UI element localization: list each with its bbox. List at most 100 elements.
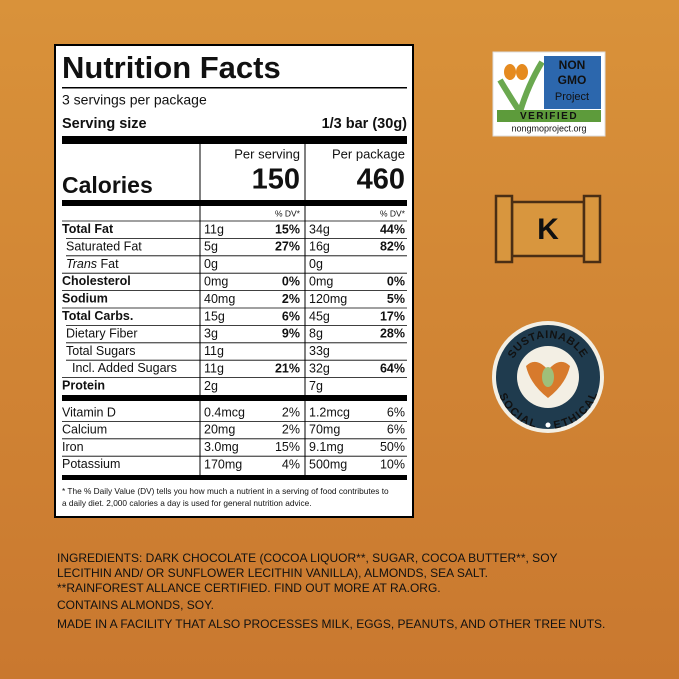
rule [62, 87, 407, 89]
nutrient-name-text: Total Fat [62, 222, 114, 236]
serving-amount: 11g [204, 222, 224, 236]
nutrient-name: Sodium [62, 292, 108, 306]
serving-dv: 2% [282, 423, 300, 437]
nutrient-name: Total Carbs. [62, 309, 133, 323]
package-amount: 7g [309, 379, 323, 393]
serving-dv: 15% [275, 440, 300, 454]
package-dv: 0% [387, 274, 405, 288]
serving-dv: 0% [282, 274, 300, 288]
nutrient-name-text: Dietary Fiber [66, 327, 138, 341]
serving-amount: 11g [204, 361, 224, 375]
serving-dv: 21% [275, 361, 300, 375]
nutrient-name-text: Saturated Fat [66, 240, 142, 254]
rule [62, 395, 407, 401]
package-dv: 64% [380, 361, 405, 375]
package-dv: 44% [380, 222, 405, 236]
package-amount: 0g [309, 257, 323, 271]
nutrient-name: Trans Fat [66, 257, 119, 271]
nutrient-name-text: Total Carbs. [62, 309, 133, 323]
package-dv: 82% [380, 240, 405, 254]
package-amount: 33g [309, 344, 330, 358]
title: Nutrition Facts [62, 50, 281, 85]
package-amount: 34g [309, 222, 330, 236]
rule [62, 475, 407, 480]
footnote: a daily diet. 2,000 calories a day is us… [62, 498, 312, 508]
serving-amount: 40mg [204, 292, 235, 306]
column-header: Per package [332, 146, 405, 161]
dv-header: % DV* [380, 208, 406, 218]
nutrient-name: Saturated Fat [66, 240, 142, 254]
serving-dv: 27% [275, 240, 300, 254]
nutrient-name: Total Sugars [66, 344, 135, 358]
serving-dv: 15% [275, 222, 300, 236]
package-amount: 500mg [309, 457, 347, 471]
package-amount: 1.2mcg [309, 405, 350, 419]
nutrient-name: Iron [62, 440, 84, 454]
nutrient-name-text: Total Sugars [66, 344, 135, 358]
column-header: Per serving [234, 146, 300, 161]
serving-amount: 3.0mg [204, 440, 239, 454]
badge-text: VERIFIED [520, 111, 578, 122]
serving-dv: 2% [282, 292, 300, 306]
package-dv: 28% [380, 327, 405, 341]
kosher-badge [494, 194, 602, 264]
footnote: * The % Daily Value (DV) tells you how m… [62, 486, 389, 496]
rule [62, 200, 407, 206]
package-dv: 6% [387, 423, 405, 437]
badge-text: Project [555, 91, 589, 103]
label-box [54, 44, 414, 518]
kosher-k: K [537, 213, 559, 246]
serving-dv: 2% [282, 405, 300, 419]
serving-amount: 11g [204, 344, 224, 358]
nutrient-name-text: Protein [62, 379, 105, 393]
nutrient-name: Dietary Fiber [66, 327, 138, 341]
nutrient-name: Incl. Added Sugars [72, 361, 177, 375]
nutrient-name-text: Cholesterol [62, 274, 131, 288]
nutrient-name: Vitamin D [62, 405, 116, 419]
package-amount: 8g [309, 327, 323, 341]
package-amount: 45g [309, 309, 330, 323]
package-dv: 6% [387, 405, 405, 419]
package-amount: 70mg [309, 423, 340, 437]
serving-dv: 9% [282, 327, 300, 341]
serving-amount: 0g [204, 257, 218, 271]
package-amount: 16g [309, 240, 330, 254]
package-dv: 17% [380, 309, 405, 323]
package-dv: 50% [380, 440, 405, 454]
badge-text: NON [559, 58, 586, 72]
nutrient-name-text: Sodium [62, 292, 108, 306]
nutrient-name-text: Iron [62, 440, 84, 454]
serving-amount: 5g [204, 240, 218, 254]
nutrient-name: Total Fat [62, 222, 114, 236]
serving-amount: 3g [204, 327, 218, 341]
nutrient-name-text: Calcium [62, 423, 107, 437]
ingredients-line: CONTAINS ALMONDS, SOY. [57, 598, 214, 612]
serving-amount: 20mg [204, 423, 235, 437]
package-amount: 0mg [309, 274, 333, 288]
serving-amount: 0.4mcg [204, 405, 245, 419]
serving-size-label: Serving size [62, 116, 147, 132]
ingredients-line: INGREDIENTS: DARK CHOCOLATE (COCOA LIQUO… [57, 551, 558, 565]
package-amount: 9.1mg [309, 440, 344, 454]
package-amount: 32g [309, 361, 330, 375]
nutrient-name: Calcium [62, 423, 107, 437]
serving-amount: 0mg [204, 274, 228, 288]
nutrient-name-text: Potassium [62, 457, 120, 471]
ingredients-line: **RAINFOREST ALLANCE CERTIFIED. FIND OUT… [57, 581, 441, 595]
servings: 3 servings per package [62, 92, 207, 108]
badge-text: GMO [558, 73, 587, 87]
serving-amount: 2g [204, 379, 218, 393]
serving-amount: 170mg [204, 457, 242, 471]
package-dv: 5% [387, 292, 405, 306]
nutrient-name-text: Fat [101, 257, 120, 271]
ingredients-line: LECITHIN AND/ OR SUNFLOWER LECITHIN VANI… [57, 566, 488, 580]
calories-value: 150 [252, 164, 300, 196]
serving-amount: 15g [204, 309, 225, 323]
serving-size-value: 1/3 bar (30g) [322, 116, 408, 132]
calories-label: Calories [62, 172, 153, 198]
ingredients-line: MADE IN A FACILITY THAT ALSO PROCESSES M… [57, 617, 605, 631]
nutrient-name: Protein [62, 379, 105, 393]
nutrient-name: Potassium [62, 457, 120, 471]
dv-header: % DV* [275, 208, 301, 218]
